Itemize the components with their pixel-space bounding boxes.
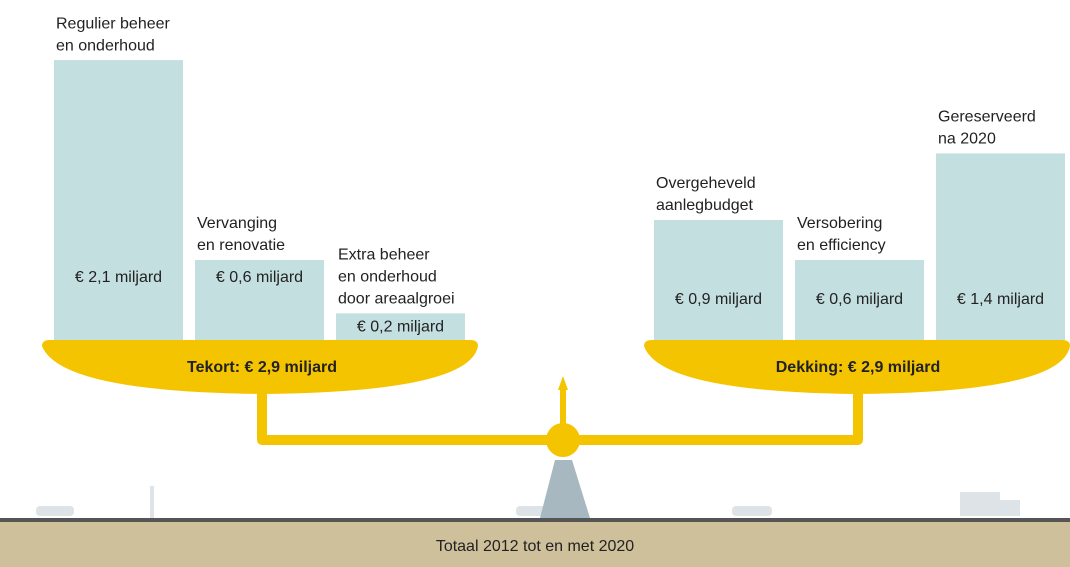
value-label: € 0,6 miljard <box>816 291 903 308</box>
left-total: Tekort: € 2,9 miljard <box>187 359 337 376</box>
bar-label: door areaalgroei <box>338 291 455 308</box>
value-label: € 0,9 miljard <box>675 291 762 308</box>
left-pan <box>42 340 478 394</box>
value-label: € 1,4 miljard <box>957 291 1044 308</box>
bar-label: na 2020 <box>938 131 996 148</box>
bar <box>54 60 183 340</box>
right-pan <box>644 340 1070 394</box>
bar-label: en efficiency <box>797 237 886 254</box>
bar-label: Overgeheveld <box>656 175 756 192</box>
bar-label: Gereserveerd <box>938 109 1036 126</box>
bar-label: Extra beheer <box>338 247 430 264</box>
bar <box>795 260 924 340</box>
ground <box>0 522 1070 567</box>
bar-label: Regulier beheer <box>56 15 171 32</box>
bar <box>654 220 783 340</box>
road <box>0 518 1070 522</box>
bar-label: en onderhoud <box>338 269 437 286</box>
stand <box>540 460 590 518</box>
pivot <box>546 423 580 457</box>
footer: Totaal 2012 tot en met 2020 <box>436 538 634 555</box>
value-label: € 0,6 miljard <box>216 269 303 286</box>
bar <box>936 153 1065 340</box>
pointer-tip <box>558 376 568 390</box>
bar-label: Vervanging <box>197 215 277 232</box>
right-total: Dekking: € 2,9 miljard <box>776 359 941 376</box>
bar <box>336 313 465 340</box>
bar <box>195 260 324 340</box>
bar-label: en renovatie <box>197 237 285 254</box>
value-label: € 0,2 miljard <box>357 319 444 336</box>
value-label: € 2,1 miljard <box>75 269 162 286</box>
bar-label: Versobering <box>797 215 882 232</box>
vehicles <box>36 486 1020 518</box>
bar-label: en onderhoud <box>56 37 155 54</box>
bar-label: aanlegbudget <box>656 197 754 214</box>
